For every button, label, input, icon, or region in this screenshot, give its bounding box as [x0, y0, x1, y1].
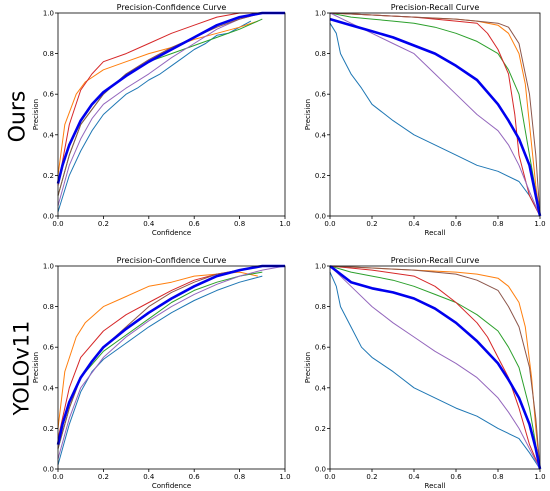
plot-frame [57, 12, 286, 217]
series-line-2 [57, 20, 258, 176]
chart-3: 0.0 0.2 0.4 0.6 0.8 1.0 0.0 0.2 0.4 0.6 0.8 1.0 Prec… [32, 256, 291, 490]
x-tick-label: 0.6 [189, 220, 201, 228]
x-axis-label: Confidence [152, 482, 191, 490]
y-axis-label: Precision [32, 352, 40, 383]
x-tick-label: 0.4 [143, 220, 155, 228]
series-line-1 [57, 275, 263, 466]
y-tick-label: 1.0 [43, 263, 54, 271]
series-line-4 [57, 12, 285, 186]
y-tick-label: 0.2 [43, 172, 54, 180]
x-axis-label: Confidence [152, 229, 191, 237]
x-tick-label: 0.6 [450, 220, 462, 228]
y-tick-label: 0.8 [315, 50, 326, 58]
plot-title: Precision-Confidence Curve [117, 3, 227, 12]
series-line-5 [329, 265, 541, 470]
y-tick-label: 0.0 [315, 466, 326, 474]
series-line-2 [57, 271, 258, 429]
x-tick-label: 0.6 [450, 473, 462, 481]
series-line-7 [56, 264, 285, 445]
series-line-7 [56, 11, 285, 184]
plot-frame [329, 265, 541, 470]
y-tick-label: 0.8 [43, 50, 54, 58]
x-tick-label: 1.0 [279, 473, 290, 481]
y-tick-label: 1.0 [315, 10, 326, 18]
series-line-6 [329, 265, 541, 470]
x-tick-label: 1.0 [279, 220, 290, 228]
y-tick-label: 0.6 [315, 344, 327, 352]
plot-title: Precision-Recall Curve [391, 256, 480, 265]
x-tick-label: 0.2 [366, 473, 377, 481]
x-tick-label: 0.2 [98, 220, 109, 228]
x-tick-label: 0.8 [492, 220, 503, 228]
y-tick-label: 0.0 [43, 466, 54, 474]
x-tick-label: 0.0 [52, 220, 63, 228]
plot-frame [329, 12, 541, 217]
y-tick-label: 0.4 [43, 131, 55, 139]
series-line-1 [329, 271, 541, 470]
x-tick-label: 0.8 [234, 473, 245, 481]
y-tick-label: 0.8 [43, 303, 54, 311]
series-line-4 [329, 12, 541, 217]
x-tick-label: 0.4 [408, 473, 420, 481]
x-tick-label: 1.0 [534, 220, 545, 228]
y-tick-label: 0.0 [315, 213, 326, 221]
y-tick-label: 0.0 [43, 213, 54, 221]
y-tick-label: 1.0 [43, 10, 54, 18]
x-axis-label: Recall [425, 229, 446, 237]
y-tick-label: 0.8 [315, 303, 326, 311]
x-tick-label: 0.8 [492, 473, 503, 481]
x-tick-label: 0.2 [98, 473, 109, 481]
x-tick-label: 0.6 [189, 473, 201, 481]
x-tick-label: 1.0 [534, 473, 545, 481]
x-tick-label: 0.0 [324, 220, 335, 228]
y-tick-label: 0.6 [315, 91, 327, 99]
series-line-3 [57, 271, 263, 449]
x-tick-label: 0.4 [408, 220, 420, 228]
series-line-1 [329, 22, 541, 217]
y-tick-label: 0.2 [315, 172, 326, 180]
y-tick-label: 0.2 [315, 425, 326, 433]
series-line-5 [57, 265, 286, 460]
series-line-3 [329, 12, 541, 217]
y-tick-label: 0.6 [43, 344, 55, 352]
x-axis-label: Recall [425, 482, 446, 490]
series-line-1 [57, 20, 252, 213]
x-tick-label: 0.0 [324, 473, 335, 481]
y-tick-label: 0.6 [43, 91, 55, 99]
plot-frame [57, 265, 286, 470]
series-line-4 [329, 265, 541, 470]
chart-4: 0.0 0.2 0.4 0.6 0.8 1.0 0.0 0.2 0.4 0.6 0.8 1.0 Prec… [304, 256, 546, 490]
chart-1: 0.0 0.2 0.4 0.6 0.8 1.0 0.0 0.2 0.4 0.6 0.8 1.0 Prec… [32, 3, 291, 237]
x-tick-label: 0.8 [234, 220, 245, 228]
series-line-6 [57, 12, 285, 196]
x-tick-label: 0.4 [143, 473, 155, 481]
y-axis-label: Precision [32, 99, 40, 130]
chart-2: 0.0 0.2 0.4 0.6 0.8 1.0 0.0 0.2 0.4 0.6 0.8 1.0 Prec… [304, 3, 546, 237]
series-line-5 [329, 12, 541, 217]
x-tick-label: 0.2 [366, 220, 377, 228]
y-tick-label: 0.2 [43, 425, 54, 433]
x-tick-label: 0.0 [52, 473, 63, 481]
y-tick-label: 0.4 [43, 384, 55, 392]
series-line-6 [329, 12, 541, 217]
series-line-2 [329, 12, 541, 217]
plot-title: Precision-Recall Curve [391, 3, 480, 12]
series-line-6 [57, 265, 285, 449]
series-line-7 [329, 264, 542, 470]
y-tick-label: 0.4 [315, 384, 327, 392]
y-tick-label: 0.4 [315, 131, 327, 139]
series-line-7 [329, 17, 542, 217]
plot-title: Precision-Confidence Curve [117, 256, 227, 265]
y-axis-label: Precision [304, 99, 312, 130]
y-tick-label: 1.0 [315, 263, 326, 271]
y-axis-label: Precision [304, 352, 312, 383]
